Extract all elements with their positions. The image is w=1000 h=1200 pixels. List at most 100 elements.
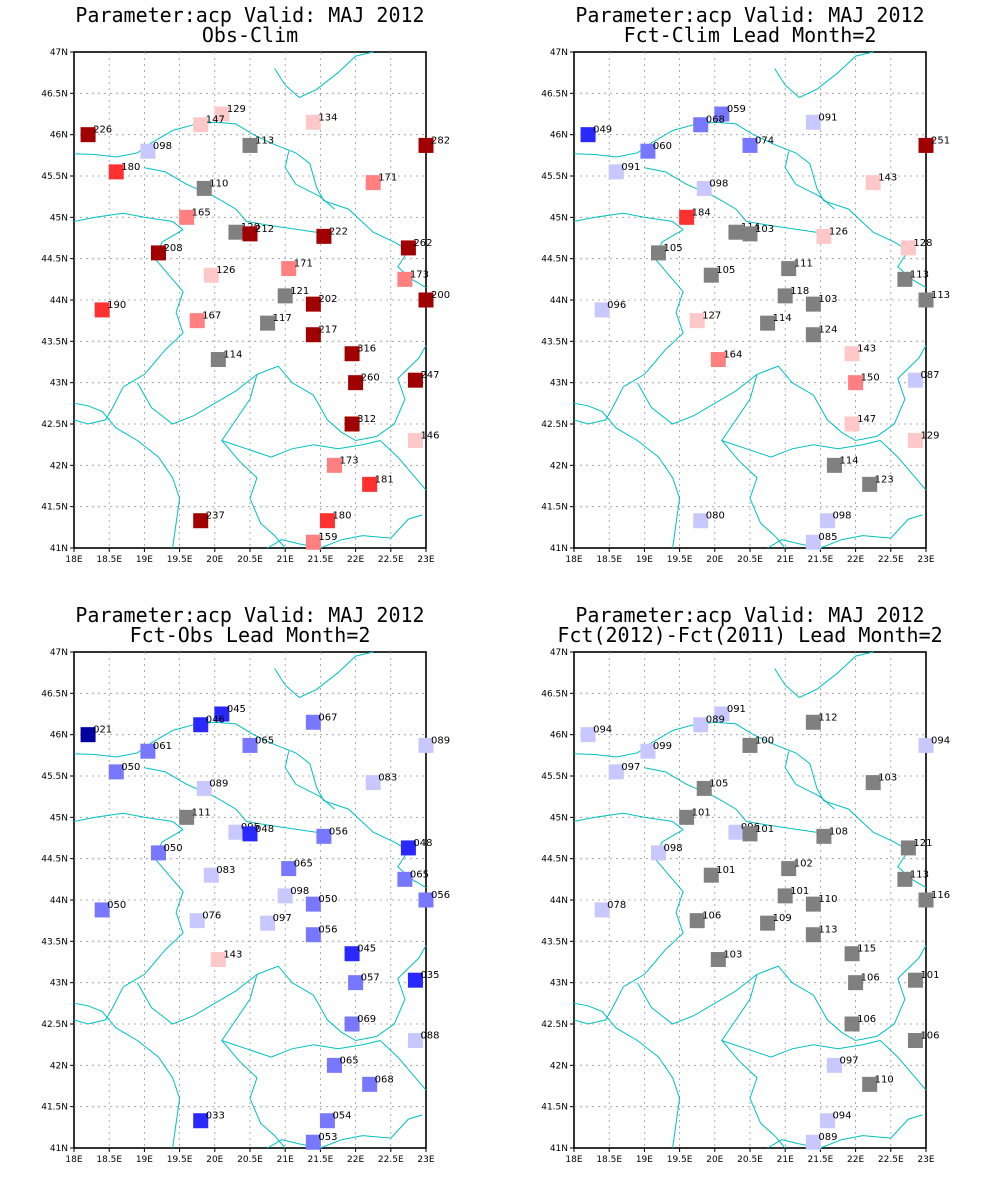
y-tick-label: 42N [50,1061,68,1071]
station-value-label: 237 [206,511,225,522]
station-value-label: 173 [339,455,358,466]
station-value-label: 101 [716,865,735,876]
station-marker [897,271,913,287]
border-line [267,514,423,549]
station-value-label: 108 [829,826,848,837]
panel-subtitle: Fct(2012)-Fct(2011) Lead Month=2 [557,623,943,647]
station-value-label: 065 [339,1055,358,1066]
station-marker [365,175,381,191]
y-tick-label: 47N [50,648,68,658]
border-line [221,1040,381,1058]
station-value-label: 089 [706,715,725,726]
y-tick-label: 44N [550,896,568,906]
station-value-label: 101 [920,970,939,981]
border-line [73,829,184,1025]
border-line [221,374,286,549]
station-value-label: 091 [818,112,837,123]
x-tick-label: 21.5E [308,1155,334,1165]
station-value-label: 112 [818,712,837,723]
station-value-label: 097 [621,762,640,773]
station-marker [316,828,332,844]
border-line [767,1114,923,1149]
y-tick-label: 41N [50,1144,68,1154]
station-marker [418,292,434,308]
y-tick-label: 46N [550,131,568,141]
station-value-label: 046 [206,715,225,726]
station-marker [844,346,860,362]
station-value-label: 045 [227,704,246,715]
station-marker [193,1113,209,1129]
station-marker [777,288,793,304]
station-marker [805,896,821,912]
station-value-label: 113 [818,925,837,936]
station-marker [407,433,423,449]
border-line [879,1040,927,1091]
x-tick-label: 22E [847,555,864,565]
y-tick-label: 45N [550,813,568,823]
border-line [573,1002,681,1149]
y-tick-label: 44.5N [541,855,568,865]
station-value-label: 167 [202,311,221,322]
station-marker [242,826,258,842]
border-line [267,1114,423,1149]
station-value-label: 094 [832,1111,851,1122]
station-value-label: 128 [913,238,932,249]
station-value-label: 217 [318,325,337,336]
station-marker [580,127,596,143]
station-value-label: 118 [790,286,809,297]
y-tick-label: 44.5N [41,855,68,865]
x-tick-label: 22E [847,1155,864,1165]
station-marker [277,288,293,304]
station-value-label: 111 [192,807,211,818]
station-marker [781,261,797,277]
y-tick-label: 47N [550,648,568,658]
x-tick-label: 18E [565,555,582,565]
station-value-label: 202 [318,294,337,305]
station-marker [826,457,842,473]
x-tick-label: 22.5E [878,555,904,565]
station-value-label: 260 [361,373,380,384]
station-marker [150,245,166,261]
station-marker [693,513,709,529]
station-marker [203,267,219,283]
station-value-label: 088 [420,1031,439,1042]
station-value-label: 181 [375,474,394,485]
station-value-label: 102 [794,859,813,870]
x-tick-label: 20.5E [237,1155,263,1165]
station-value-label: 083 [378,773,397,784]
station-value-label: 114 [839,455,858,466]
border-line [144,767,328,835]
station-marker [305,1134,321,1150]
station-value-label: 068 [706,115,725,126]
y-tick-label: 41.5N [541,503,568,513]
border-line [221,440,381,458]
x-tick-label: 23E [917,555,934,565]
station-marker [907,372,923,388]
y-tick-label: 41N [550,544,568,554]
station-marker [844,946,860,962]
station-value-label: 094 [931,735,950,746]
y-tick-label: 43.5N [541,337,568,347]
station-marker [760,915,776,931]
station-value-label: 098 [153,141,172,152]
station-marker [848,375,864,391]
y-tick-label: 42.5N [41,1020,68,1030]
y-tick-label: 43N [50,979,68,989]
station-marker [319,513,335,529]
station-marker [210,952,226,968]
station-marker [228,224,244,240]
panel-title: Parameter:acp Valid: MAJ 2012 [75,603,425,627]
border-line [379,440,427,491]
station-value-label: 085 [818,532,837,543]
station-marker [228,824,244,840]
x-tick-label: 22E [347,1155,364,1165]
y-tick-label: 46.5N [541,89,568,99]
station-marker [640,743,656,759]
station-value-label: 069 [357,1014,376,1025]
station-marker [742,226,758,242]
y-tick-label: 44.5N [41,255,68,265]
station-marker [918,292,934,308]
x-tick-label: 21.5E [808,555,834,565]
station-value-label: 113 [931,290,950,301]
station-value-label: 048 [255,824,274,835]
